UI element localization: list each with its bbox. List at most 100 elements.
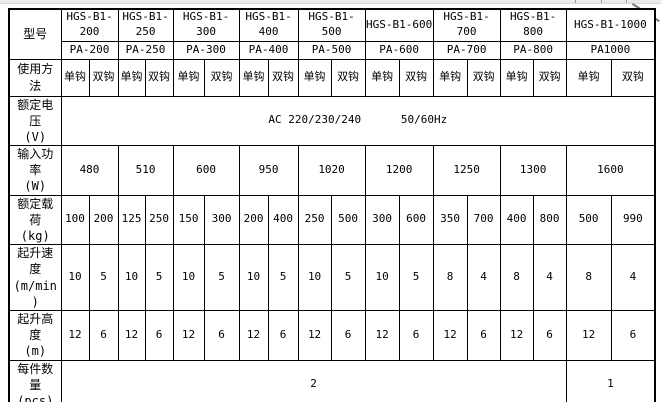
hook-type: 双钩 <box>203 58 240 97</box>
load-value: 125 <box>117 194 146 246</box>
height-value: 6 <box>203 309 240 361</box>
load-value: 600 <box>398 194 434 246</box>
power-value: 1250 <box>432 145 501 196</box>
height-value: 6 <box>88 309 119 361</box>
height-value: 12 <box>364 309 400 361</box>
model-header-200: HGS-B1-200 <box>60 8 119 42</box>
model-header-400: HGS-B1-400 <box>238 8 299 42</box>
model-header-700: HGS-B1-700 <box>432 8 501 42</box>
table-row: 输入功率 (W) 480 510 600 950 1020 1200 1250 1300 1600 <box>8 145 656 196</box>
load-value: 300 <box>203 194 240 246</box>
row-label-voltage: 额定电压 (V) <box>8 95 62 147</box>
height-value: 12 <box>297 309 332 361</box>
height-value: 12 <box>60 309 90 361</box>
load-value: 200 <box>88 194 119 246</box>
power-value: 1600 <box>565 145 656 196</box>
power-value: 1300 <box>499 145 567 196</box>
pa-header-700: PA-700 <box>432 40 501 60</box>
screen-edge-artifact <box>0 0 661 4</box>
power-value: 600 <box>172 145 240 196</box>
hook-type: 双钩 <box>267 58 299 97</box>
hook-type: 单钩 <box>364 58 400 97</box>
table-row: 起升高度 (m) 12 6 12 6 12 6 12 6 12 6 12 6 12 6 12 6 12 6 <box>8 309 656 361</box>
qty-value: 2 <box>60 359 567 402</box>
model-header-250: HGS-B1-250 <box>117 8 174 42</box>
table-row: 使用方法 单钩 双钩 单钩 双钩 单钩 双钩 单钩 双钩 单钩 双钩 单钩 双钩 单钩 双钩 单钩 双钩 单钩 双钩 <box>8 58 656 97</box>
height-value: 12 <box>238 309 269 361</box>
load-value: 990 <box>610 194 656 246</box>
power-value: 1200 <box>364 145 434 196</box>
load-value: 250 <box>297 194 332 246</box>
load-value: 400 <box>499 194 534 246</box>
row-label-power: 输入功率 (W) <box>8 145 62 196</box>
load-value: 400 <box>267 194 299 246</box>
row-label-model: 型号 <box>8 8 62 60</box>
row-label-usage: 使用方法 <box>8 58 62 97</box>
pa-header-300: PA-300 <box>172 40 240 60</box>
hook-type: 双钩 <box>532 58 567 97</box>
hook-type: 双钩 <box>466 58 501 97</box>
hook-type: 单钩 <box>499 58 534 97</box>
height-value: 6 <box>466 309 501 361</box>
edge-tick <box>601 0 602 3</box>
load-value: 150 <box>172 194 205 246</box>
model-header-800: HGS-B1-800 <box>499 8 567 42</box>
hook-type: 单钩 <box>238 58 269 97</box>
edge-tick <box>626 0 627 3</box>
table-row: 额定电压 (V) AC 220/230/240 50/60Hz <box>8 95 656 147</box>
height-value: 12 <box>172 309 205 361</box>
table-row: 起升速度 (m/min) 10 5 10 5 10 5 10 5 10 5 10 5 8 4 8 4 8 4 <box>8 244 656 311</box>
speed-value: 4 <box>610 244 656 311</box>
speed-value: 10 <box>297 244 332 311</box>
power-value: 480 <box>60 145 119 196</box>
height-value: 12 <box>499 309 534 361</box>
hook-type: 双钩 <box>88 58 119 97</box>
speed-value: 5 <box>267 244 299 311</box>
table-row: 每件数量 (pcs) 2 1 <box>8 359 656 402</box>
table-row: PA-200 PA-250 PA-300 PA-400 PA-500 PA-600 PA-7… <box>9 40 656 60</box>
pa-header-600: PA-600 <box>364 40 434 60</box>
qty-value: 1 <box>565 359 656 402</box>
load-value: 500 <box>330 194 366 246</box>
hook-type: 单钩 <box>117 58 146 97</box>
model-header-600: HGS-B1-600 <box>364 8 434 42</box>
speed-value: 10 <box>238 244 269 311</box>
height-value: 12 <box>117 309 146 361</box>
hook-type: 单钩 <box>60 58 90 97</box>
voltage-value: AC 220/230/240 50/60Hz <box>60 95 656 147</box>
height-value: 6 <box>330 309 366 361</box>
table-row: 型号 HGS-B1-200 HGS-B1-250 HGS-B1-300 HGS-B1-4… <box>8 8 656 60</box>
height-value: 12 <box>565 309 612 361</box>
hook-type: 单钩 <box>297 58 332 97</box>
height-value: 6 <box>532 309 567 361</box>
height-value: 6 <box>144 309 174 361</box>
row-label-speed: 起升速度 (m/min) <box>8 244 62 311</box>
hoist-spec-table: 型号 HGS-B1-200 HGS-B1-250 HGS-B1-300 HGS-B1-4… <box>8 8 657 402</box>
pa-header-250: PA-250 <box>117 40 174 60</box>
speed-value: 5 <box>203 244 240 311</box>
speed-value: 4 <box>532 244 567 311</box>
load-value: 100 <box>60 194 90 246</box>
load-value: 300 <box>364 194 400 246</box>
power-value: 950 <box>238 145 299 196</box>
pa-header-200: PA-200 <box>60 40 119 60</box>
speed-value: 5 <box>330 244 366 311</box>
height-value: 6 <box>267 309 299 361</box>
speed-value: 4 <box>466 244 501 311</box>
row-label-height: 起升高度 (m) <box>8 309 62 361</box>
hook-type: 双钩 <box>144 58 174 97</box>
model-header-300: HGS-B1-300 <box>172 8 240 42</box>
height-value: 12 <box>432 309 468 361</box>
load-value: 700 <box>466 194 501 246</box>
speed-value: 5 <box>398 244 434 311</box>
edge-tick <box>575 0 576 3</box>
speed-value: 10 <box>364 244 400 311</box>
pa-header-800: PA-800 <box>499 40 567 60</box>
speed-value: 5 <box>144 244 174 311</box>
load-value: 800 <box>532 194 567 246</box>
power-value: 1020 <box>297 145 366 196</box>
speed-value: 10 <box>60 244 90 311</box>
speed-value: 5 <box>88 244 119 311</box>
load-value: 200 <box>238 194 269 246</box>
